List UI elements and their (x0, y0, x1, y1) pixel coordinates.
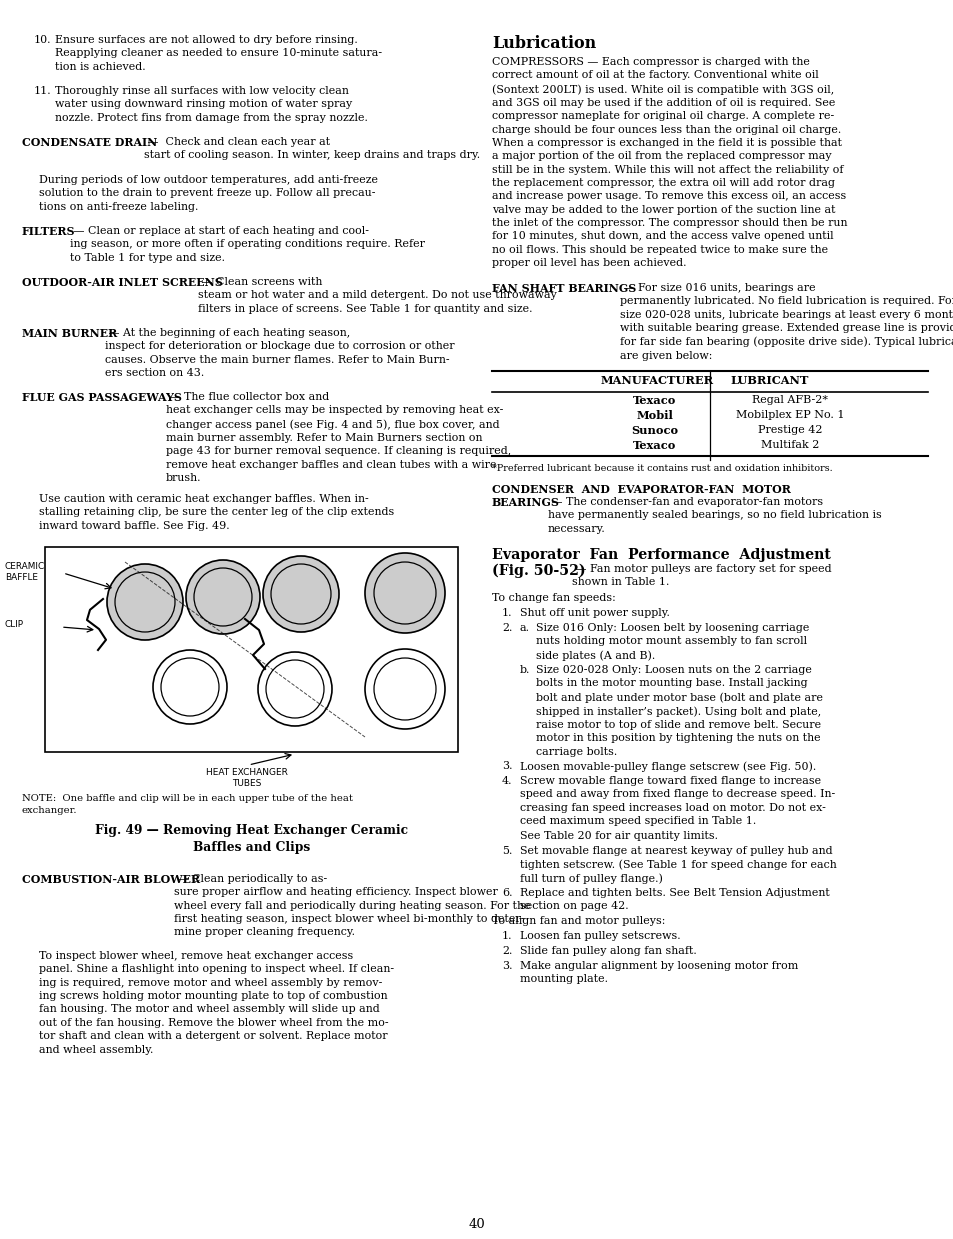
Text: — At the beginning of each heating season,
inspect for deterioration or blockage: — At the beginning of each heating seaso… (105, 328, 455, 378)
Text: Mobil: Mobil (636, 410, 673, 421)
Text: 40: 40 (468, 1218, 485, 1232)
Text: — Clean periodically to as-
sure proper airflow and heating efficiency. Inspect : — Clean periodically to as- sure proper … (173, 873, 530, 938)
Text: Texaco: Texaco (633, 440, 676, 451)
Text: To align fan and motor pulleys:: To align fan and motor pulleys: (492, 916, 664, 926)
Text: OUTDOOR-AIR INLET SCREENS: OUTDOOR-AIR INLET SCREENS (22, 278, 222, 287)
Text: MAIN BURNER: MAIN BURNER (22, 328, 117, 339)
Text: — For size 016 units, bearings are
permanently lubricated. No field lubrication : — For size 016 units, bearings are perma… (619, 282, 953, 361)
Text: 4.: 4. (501, 776, 512, 786)
Text: Multifak 2: Multifak 2 (760, 440, 819, 450)
Text: Loosen fan pulley setscrews.: Loosen fan pulley setscrews. (519, 930, 679, 940)
Text: MANUFACTURER: MANUFACTURER (600, 375, 714, 387)
Text: 1.: 1. (501, 930, 512, 940)
Text: 2.: 2. (501, 623, 512, 633)
Text: Texaco: Texaco (633, 395, 676, 406)
Text: — Clean or replace at start of each heating and cool-
ing season, or more often : — Clean or replace at start of each heat… (70, 225, 424, 263)
Circle shape (186, 560, 260, 634)
Text: CERAMIC
BAFFLE: CERAMIC BAFFLE (5, 563, 45, 582)
Text: Lubrication: Lubrication (492, 35, 596, 52)
Text: Size 016 Only: Loosen belt by loosening carriage
nuts holding motor mount assemb: Size 016 Only: Loosen belt by loosening … (536, 623, 808, 660)
Text: 1.: 1. (501, 608, 512, 618)
Text: Make angular alignment by loosening motor from
mounting plate.: Make angular alignment by loosening moto… (519, 961, 798, 984)
Text: *Preferred lubricant because it contains rust and oxidation inhibitors.: *Preferred lubricant because it contains… (492, 463, 832, 473)
Text: Regal AFB-2*: Regal AFB-2* (751, 395, 827, 405)
Text: FAN SHAFT BEARINGS: FAN SHAFT BEARINGS (492, 282, 636, 294)
Circle shape (257, 652, 332, 726)
Text: 6.: 6. (501, 888, 512, 898)
Text: 11.: 11. (34, 85, 51, 95)
Text: 2.: 2. (501, 947, 512, 957)
Text: Evaporator  Fan  Performance  Adjustment: Evaporator Fan Performance Adjustment (492, 548, 830, 563)
Text: See Table 20 for air quantity limits.: See Table 20 for air quantity limits. (519, 831, 718, 841)
Text: To change fan speeds:: To change fan speeds: (492, 593, 615, 603)
Text: — Clean screens with
steam or hot water and a mild detergent. Do not use throwaw: — Clean screens with steam or hot water … (198, 278, 557, 313)
Circle shape (263, 556, 338, 632)
Text: To inspect blower wheel, remove heat exchanger access
panel. Shine a flashlight : To inspect blower wheel, remove heat exc… (39, 952, 394, 1054)
Text: During periods of low outdoor temperatures, add anti-freeze
solution to the drai: During periods of low outdoor temperatur… (39, 175, 377, 212)
Text: Thoroughly rinse all surfaces with low velocity clean
water using downward rinsi: Thoroughly rinse all surfaces with low v… (55, 85, 368, 123)
Circle shape (365, 649, 444, 729)
Circle shape (152, 650, 227, 724)
Text: CONDENSATE DRAIN: CONDENSATE DRAIN (22, 138, 157, 147)
Text: Shut off unit power supply.: Shut off unit power supply. (519, 608, 669, 618)
Text: CONDENSER  AND  EVAPORATOR-FAN  MOTOR: CONDENSER AND EVAPORATOR-FAN MOTOR (492, 484, 790, 496)
Text: 3.: 3. (501, 761, 512, 771)
Text: Sunoco: Sunoco (631, 425, 678, 436)
Text: a.: a. (519, 623, 530, 633)
Text: 5.: 5. (501, 846, 512, 856)
Text: Replace and tighten belts. See Belt Tension Adjustment
section on page 42.: Replace and tighten belts. See Belt Tens… (519, 888, 829, 912)
Text: COMPRESSORS — Each compressor is charged with the
correct amount of oil at the f: COMPRESSORS — Each compressor is charged… (492, 57, 846, 268)
Circle shape (107, 564, 183, 641)
Text: Ensure surfaces are not allowed to dry before rinsing.
Reapplying cleaner as nee: Ensure surfaces are not allowed to dry b… (55, 35, 382, 72)
Text: BEARINGS: BEARINGS (492, 497, 559, 508)
Text: Slide fan pulley along fan shaft.: Slide fan pulley along fan shaft. (519, 947, 696, 957)
Text: 10.: 10. (34, 35, 51, 45)
Bar (45, 546, 457, 752)
Text: HEAT EXCHANGER
TUBES: HEAT EXCHANGER TUBES (205, 768, 287, 788)
Text: FILTERS: FILTERS (22, 225, 75, 237)
Text: CLIP: CLIP (5, 620, 24, 629)
Text: Mobilplex EP No. 1: Mobilplex EP No. 1 (735, 410, 843, 420)
Text: Set movable flange at nearest keyway of pulley hub and
tighten setscrew. (See Ta: Set movable flange at nearest keyway of … (519, 846, 836, 885)
Circle shape (365, 553, 444, 633)
Text: — The flue collector box and
heat exchanger cells may be inspected by removing h: — The flue collector box and heat exchan… (166, 392, 511, 483)
Text: Prestige 42: Prestige 42 (757, 425, 821, 435)
Text: FLUE GAS PASSAGEWAYS: FLUE GAS PASSAGEWAYS (22, 392, 182, 403)
Text: Loosen movable-pulley flange setscrew (see Fig. 50).: Loosen movable-pulley flange setscrew (s… (519, 761, 816, 772)
Text: 3.: 3. (501, 961, 512, 971)
Text: NOTE:  One baffle and clip will be in each upper tube of the heat
exchanger.: NOTE: One baffle and clip will be in eac… (22, 794, 353, 815)
Text: Screw movable flange toward fixed flange to increase
speed and away from fixed f: Screw movable flange toward fixed flange… (519, 776, 835, 826)
Text: Use caution with ceramic heat exchanger baffles. When in-
stalling retaining cli: Use caution with ceramic heat exchanger … (39, 494, 394, 530)
Text: —  Check and clean each year at
start of cooling season. In winter, keep drains : — Check and clean each year at start of … (144, 138, 479, 160)
Text: — Fan motor pulleys are factory set for speed
shown in Table 1.: — Fan motor pulleys are factory set for … (572, 564, 831, 587)
Text: b.: b. (519, 665, 530, 675)
Text: (Fig. 50-52): (Fig. 50-52) (492, 564, 585, 579)
Text: Fig. 49 — Removing Heat Exchanger Ceramic
Baffles and Clips: Fig. 49 — Removing Heat Exchanger Cerami… (95, 824, 408, 854)
Text: LUBRICANT: LUBRICANT (729, 375, 807, 387)
Text: Size 020-028 Only: Loosen nuts on the 2 carriage
bolts in the motor mounting bas: Size 020-028 Only: Loosen nuts on the 2 … (536, 665, 822, 757)
Text: — The condenser-fan and evaporator-fan motors
have permanently sealed bearings, : — The condenser-fan and evaporator-fan m… (547, 497, 881, 534)
Text: COMBUSTION-AIR BLOWER: COMBUSTION-AIR BLOWER (22, 873, 200, 885)
